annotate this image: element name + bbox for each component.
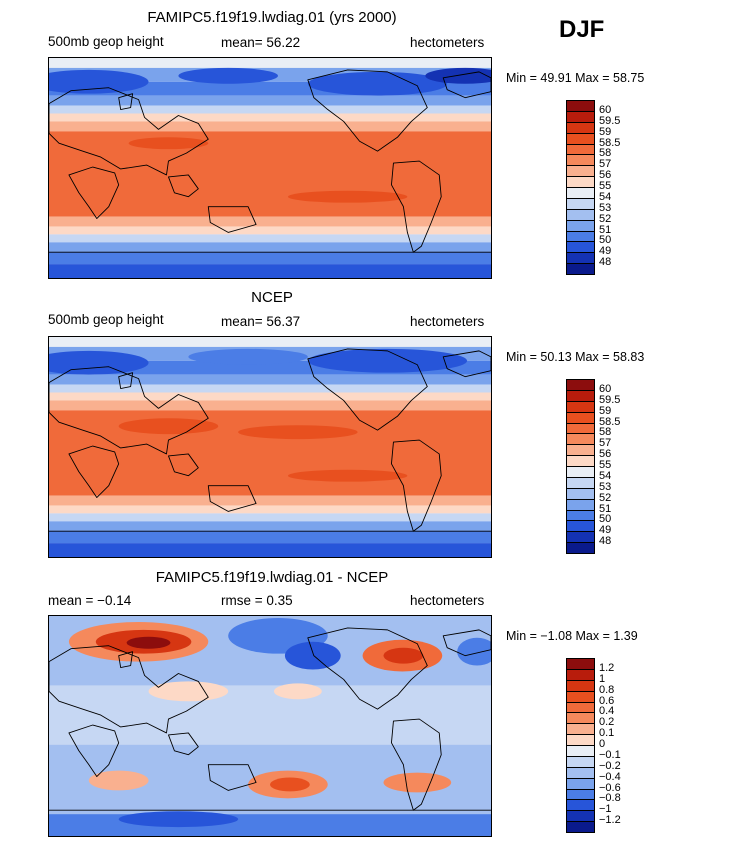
colorbar-tick-label: 52 bbox=[599, 491, 612, 504]
colorbar-tick-label: 0.1 bbox=[599, 727, 615, 740]
panel-2-colorbar: 60 59.5 59 58.5 58 57 56 55 54 53 52 51 50 49 48 bbox=[566, 379, 626, 554]
colorbar-tick-label: 0 bbox=[599, 738, 606, 750]
colorbar-tick-label: 50 bbox=[599, 513, 612, 526]
panel-1-mean-label: mean= 56.22 bbox=[221, 35, 301, 50]
panel-3-map bbox=[48, 615, 492, 837]
panel-3-title: FAMIPC5.f19f19.lwdiag.01 - NCEP bbox=[155, 569, 389, 586]
colorbar-tick-label: 54 bbox=[599, 190, 612, 203]
panel-2-minmax: Min = 50.13 Max = 58.83 bbox=[506, 350, 645, 364]
colorbar-tick-label: 53 bbox=[599, 201, 612, 214]
panel-1-colorbar: 60 59.5 59 58.5 58 57 56 55 54 53 52 51 50 49 48 bbox=[566, 100, 626, 275]
panel-1-units-label: hectometers bbox=[410, 35, 485, 50]
colorbar-tick-label: 51 bbox=[599, 223, 612, 236]
colorbar-tick-label: 55 bbox=[599, 459, 612, 471]
panel-3-colorbar: 1.2 1 0.8 0.6 0.4 0.2 0.1 0 −0.1 −0.2 −0.4 −0.6 −0.8… bbox=[566, 658, 626, 833]
panel-3-units-label: hectometers bbox=[410, 593, 485, 608]
colorbar-tick-label: 1.2 bbox=[599, 661, 615, 674]
contour-map bbox=[49, 337, 491, 557]
colorbar-tick-label: −0.6 bbox=[599, 781, 621, 794]
colorbar-swatch bbox=[566, 263, 595, 275]
colorbar-tick-label: −0.4 bbox=[599, 770, 621, 783]
colorbar-swatch bbox=[566, 542, 595, 554]
panel-2-mean-label: mean= 56.37 bbox=[221, 314, 301, 329]
colorbar-tick-label: 1 bbox=[599, 672, 606, 685]
colorbar-tick-label: 59.5 bbox=[599, 114, 621, 127]
colorbar-tick-label: 59.5 bbox=[599, 393, 621, 406]
panel-2-units-label: hectometers bbox=[410, 314, 485, 329]
colorbar-tick-label: −1.2 bbox=[599, 814, 621, 827]
colorbar-tick-label: 48 bbox=[599, 535, 612, 548]
colorbar-tick-label: 54 bbox=[599, 469, 612, 482]
panel-3-mean-label: mean = −0.14 bbox=[48, 593, 132, 608]
colorbar-tick-label: 49 bbox=[599, 524, 612, 537]
colorbar-tick-label: 0.4 bbox=[599, 705, 615, 718]
colorbar-tick-label: 60 bbox=[599, 103, 612, 116]
colorbar-tick-label: 52 bbox=[599, 212, 612, 225]
panel-3-rmse-label: rmse = 0.35 bbox=[221, 593, 293, 608]
colorbar-tick-label: 50 bbox=[599, 234, 612, 247]
colorbar-tick-label: 59 bbox=[599, 125, 612, 138]
colorbar-tick-label: 58 bbox=[599, 147, 612, 160]
colorbar-tick-label: 55 bbox=[599, 180, 612, 192]
colorbar-tick-label: 60 bbox=[599, 382, 612, 395]
panel-1-minmax: Min = 49.91 Max = 58.75 bbox=[506, 71, 645, 85]
panel-2-map bbox=[48, 336, 492, 558]
colorbar-swatch bbox=[566, 821, 595, 833]
colorbar-tick-label: 0.6 bbox=[599, 694, 615, 707]
colorbar-tick-label: −0.1 bbox=[599, 748, 621, 761]
colorbar-tick-label: 56 bbox=[599, 169, 612, 182]
colorbar-tick-label: −0.2 bbox=[599, 759, 621, 772]
panel-1-title: FAMIPC5.f19f19.lwdiag.01 (yrs 2000) bbox=[147, 9, 397, 26]
colorbar-tick-label: 49 bbox=[599, 245, 612, 258]
colorbar-tick-label: 57 bbox=[599, 437, 612, 450]
contour-map bbox=[49, 58, 491, 278]
panel-3-minmax: Min = −1.08 Max = 1.39 bbox=[506, 629, 638, 643]
panel-1-map bbox=[48, 57, 492, 279]
panel-2-title: NCEP bbox=[251, 289, 293, 306]
colorbar-tick-label: 0.8 bbox=[599, 683, 615, 696]
colorbar-tick-label: 59 bbox=[599, 404, 612, 417]
colorbar-tick-label: 51 bbox=[599, 502, 612, 515]
colorbar-tick-label: −0.8 bbox=[599, 792, 621, 805]
colorbar-tick-label: 48 bbox=[599, 256, 612, 269]
panel-2-variable-label: 500mb geop height bbox=[48, 312, 164, 327]
season-label: DJF bbox=[559, 16, 605, 43]
colorbar-tick-label: 0.2 bbox=[599, 716, 615, 729]
colorbar-tick-label: −1 bbox=[599, 803, 612, 816]
colorbar-tick-label: 58.5 bbox=[599, 136, 621, 149]
contour-map bbox=[49, 616, 491, 836]
colorbar-tick-label: 58 bbox=[599, 426, 612, 439]
colorbar-tick-label: 58.5 bbox=[599, 415, 621, 428]
panel-1-variable-label: 500mb geop height bbox=[48, 34, 164, 49]
colorbar-tick-label: 57 bbox=[599, 158, 612, 171]
colorbar-tick-label: 53 bbox=[599, 480, 612, 493]
colorbar-tick-label: 56 bbox=[599, 448, 612, 461]
